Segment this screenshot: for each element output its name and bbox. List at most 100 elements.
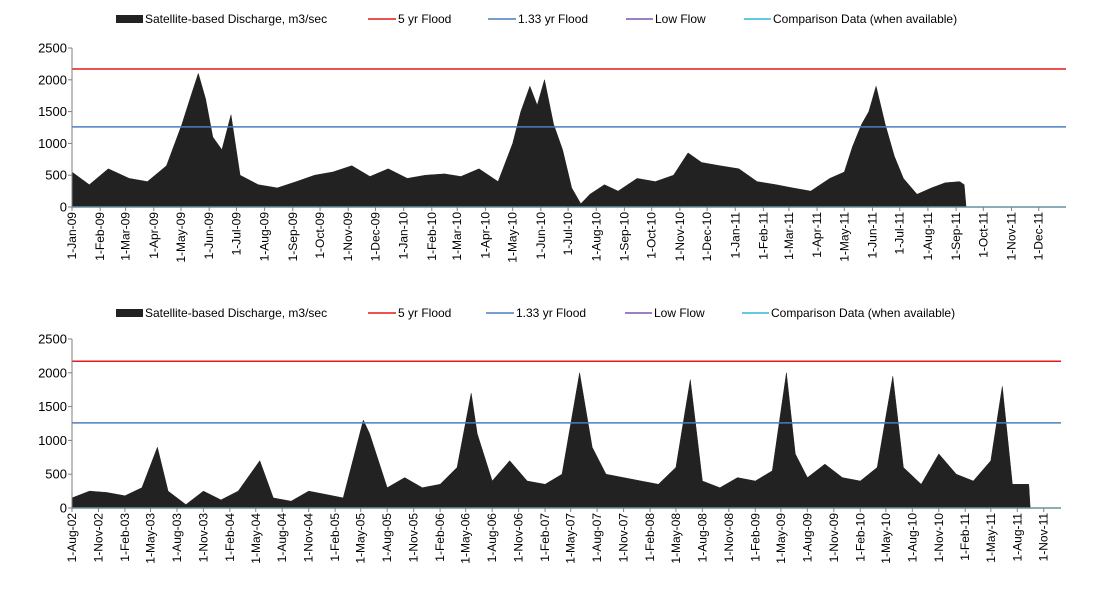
y-tick-label-2500: 2500 xyxy=(38,41,67,56)
series-area-satellite-based-discharge-m3-sec xyxy=(71,372,1061,509)
x-tick-label-1-may-06: 1-May-06 xyxy=(459,513,473,564)
y-tick-label-1000: 1000 xyxy=(38,433,67,448)
x-tick-label-1-jul-10: 1-Jul-10 xyxy=(561,212,575,256)
x-tick-label-1-nov-08: 1-Nov-08 xyxy=(722,513,736,563)
x-tick-label-1-may-05: 1-May-05 xyxy=(354,513,368,564)
x-tick-label-1-aug-02: 1-Aug-02 xyxy=(65,513,79,563)
x-tick-label-1-mar-09: 1-Mar-09 xyxy=(119,212,133,261)
x-tick-label-1-nov-07: 1-Nov-07 xyxy=(617,513,631,563)
x-tick-label-1-feb-09: 1-Feb-09 xyxy=(748,513,762,562)
x-tick-label-1-nov-10: 1-Nov-10 xyxy=(932,513,946,563)
x-tick-label-1-oct-10: 1-Oct-10 xyxy=(645,212,659,259)
x-tick-label-1-aug-06: 1-Aug-06 xyxy=(485,513,499,563)
y-tick-label-0: 0 xyxy=(60,501,67,516)
x-tick-label-1-feb-05: 1-Feb-05 xyxy=(328,513,342,562)
y-tick-label-2500: 2500 xyxy=(38,332,67,347)
x-tick-label-1-feb-03: 1-Feb-03 xyxy=(118,513,132,562)
y-tick-label-500: 500 xyxy=(45,168,67,183)
x-tick-label-1-jan-11: 1-Jan-11 xyxy=(728,212,742,259)
x-tick-label-1-feb-11: 1-Feb-11 xyxy=(958,513,972,561)
y-tick-label-2000: 2000 xyxy=(38,365,67,380)
x-tick-label-1-aug-11: 1-Aug-11 xyxy=(921,212,935,261)
x-tick-label-1-dec-10: 1-Dec-10 xyxy=(700,212,714,262)
y-tick-label-1500: 1500 xyxy=(38,104,67,119)
x-tick-label-1-nov-04: 1-Nov-04 xyxy=(302,513,316,563)
x-tick-label-1-aug-11: 1-Aug-11 xyxy=(1010,513,1024,562)
x-tick-label-1-feb-07: 1-Feb-07 xyxy=(538,513,552,562)
x-tick-label-1-nov-05: 1-Nov-05 xyxy=(407,513,421,563)
x-tick-label-1-oct-11: 1-Oct-11 xyxy=(976,212,990,258)
x-tick-label-1-sep-11: 1-Sep-11 xyxy=(949,212,963,261)
x-tick-label-1-jan-09: 1-Jan-09 xyxy=(65,212,79,260)
legend-label-low-flow: Low Flow xyxy=(655,12,706,26)
x-tick-label-1-nov-09: 1-Nov-09 xyxy=(341,212,355,262)
x-tick-label-1-may-04: 1-May-04 xyxy=(249,513,263,564)
x-tick-label-1-mar-11: 1-Mar-11 xyxy=(782,212,796,260)
x-tick-label-1-jun-11: 1-Jun-11 xyxy=(866,212,880,259)
x-tick-label-1-feb-11: 1-Feb-11 xyxy=(756,212,770,260)
x-tick-label-1-nov-06: 1-Nov-06 xyxy=(512,513,526,563)
x-tick-label-1-may-11: 1-May-11 xyxy=(984,513,998,563)
x-tick-label-1-nov-10: 1-Nov-10 xyxy=(673,212,687,262)
x-tick-label-1-aug-10: 1-Aug-10 xyxy=(905,513,919,563)
x-tick-label-1-jun-10: 1-Jun-10 xyxy=(534,212,548,260)
legend-label-comparison-data-when-available: Comparison Data (when available) xyxy=(773,12,957,26)
x-tick-label-1-nov-02: 1-Nov-02 xyxy=(92,513,106,563)
chart-2009-2011: 0 500 1000 1500 2000 2500 1-Jan-09 1-Feb-09 1-Ma… xyxy=(38,41,1066,263)
x-tick-label-1-feb-10: 1-Feb-10 xyxy=(853,513,867,562)
x-tick-label-1-jul-11: 1-Jul-11 xyxy=(893,212,907,255)
x-tick-label-1-may-09: 1-May-09 xyxy=(774,513,788,564)
x-tick-label-1-apr-09: 1-Apr-09 xyxy=(147,212,161,259)
legend-label-5-yr-flood: 5 yr Flood xyxy=(398,12,451,26)
x-tick-label-1-apr-11: 1-Apr-11 xyxy=(810,212,824,258)
legend-top-chart: Satellite-based Discharge, m3/sec 5 yr Fl… xyxy=(116,12,957,26)
legend-bottom-chart: Satellite-based Discharge, m3/sec 5 yr Fl… xyxy=(116,306,955,320)
y-tick-label-500: 500 xyxy=(45,467,67,482)
x-tick-label-1-may-10: 1-May-10 xyxy=(506,212,520,263)
x-tick-label-1-dec-09: 1-Dec-09 xyxy=(369,212,383,262)
y-tick-label-1000: 1000 xyxy=(38,136,67,151)
x-tick-label-1-aug-07: 1-Aug-07 xyxy=(590,513,604,563)
x-tick-label-1-feb-10: 1-Feb-10 xyxy=(425,212,439,261)
legend-swatch-satellite-based-discharge-m3-sec xyxy=(116,309,143,317)
x-tick-label-1-nov-09: 1-Nov-09 xyxy=(827,513,841,563)
x-tick-label-1-nov-11: 1-Nov-11 xyxy=(1037,513,1051,562)
x-tick-label-1-jan-10: 1-Jan-10 xyxy=(397,212,411,260)
legend-label-satellite-based-discharge-m3-sec: Satellite-based Discharge, m3/sec xyxy=(145,306,327,320)
y-tick-label-1500: 1500 xyxy=(38,399,67,414)
x-tick-label-1-may-10: 1-May-10 xyxy=(879,513,893,564)
x-tick-label-1-may-09: 1-May-09 xyxy=(174,212,188,263)
x-tick-label-1-apr-10: 1-Apr-10 xyxy=(478,212,492,259)
legend-label-comparison-data-when-available: Comparison Data (when available) xyxy=(771,306,955,320)
x-tick-label-1-jul-09: 1-Jul-09 xyxy=(230,212,244,256)
x-tick-label-1-feb-08: 1-Feb-08 xyxy=(643,513,657,562)
y-tick-label-2000: 2000 xyxy=(38,72,67,87)
legend-label-1-33-yr-flood: 1.33 yr Flood xyxy=(518,12,588,26)
x-tick-label-1-nov-03: 1-Nov-03 xyxy=(196,513,210,563)
x-tick-label-1-aug-08: 1-Aug-08 xyxy=(695,513,709,563)
x-tick-label-1-may-07: 1-May-07 xyxy=(564,513,578,564)
x-tick-label-1-feb-09: 1-Feb-09 xyxy=(93,212,107,261)
x-tick-label-1-oct-09: 1-Oct-09 xyxy=(313,212,327,259)
x-tick-label-1-feb-04: 1-Feb-04 xyxy=(223,513,237,562)
x-tick-label-1-may-08: 1-May-08 xyxy=(669,513,683,564)
x-tick-label-1-mar-10: 1-Mar-10 xyxy=(450,212,464,261)
x-tick-label-1-aug-10: 1-Aug-10 xyxy=(589,212,603,262)
x-tick-label-1-nov-11: 1-Nov-11 xyxy=(1005,212,1019,261)
x-tick-label-1-may-03: 1-May-03 xyxy=(144,513,158,564)
x-tick-label-1-jun-09: 1-Jun-09 xyxy=(202,212,216,260)
x-tick-label-1-feb-06: 1-Feb-06 xyxy=(433,513,447,562)
x-tick-label-1-aug-04: 1-Aug-04 xyxy=(275,513,289,563)
x-tick-label-1-aug-03: 1-Aug-03 xyxy=(170,513,184,563)
chart-2002-2011: 0 500 1000 1500 2000 2500 1-Aug-02 1-Nov-02 1-Fe… xyxy=(38,332,1061,564)
legend-swatch-satellite-based-discharge-m3-sec xyxy=(116,15,143,23)
x-tick-label-1-aug-05: 1-Aug-05 xyxy=(380,513,394,563)
x-tick-label-1-sep-09: 1-Sep-09 xyxy=(286,212,300,262)
legend-label-5-yr-flood: 5 yr Flood xyxy=(398,306,451,320)
series-area-satellite-based-discharge-m3-sec xyxy=(71,72,1066,208)
x-tick-label-1-dec-11: 1-Dec-11 xyxy=(1032,212,1046,261)
legend-label-low-flow: Low Flow xyxy=(654,306,705,320)
legend-label-satellite-based-discharge-m3-sec: Satellite-based Discharge, m3/sec xyxy=(145,12,327,26)
x-tick-label-1-sep-10: 1-Sep-10 xyxy=(617,212,631,262)
